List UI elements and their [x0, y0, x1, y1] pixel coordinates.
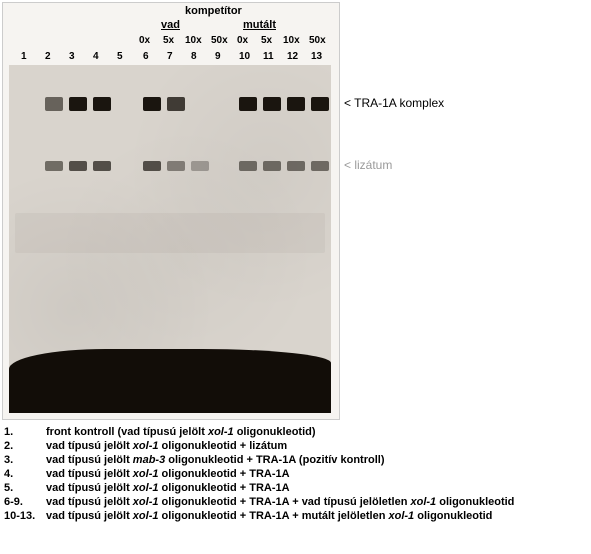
- legend-num: 6-9.: [4, 495, 46, 509]
- legend: 1.front kontroll (vad típusú jelölt xol-…: [4, 425, 514, 523]
- lane-number: 9: [215, 51, 221, 62]
- legend-text: vad típusú jelölt xol-1 oligonukleotid +…: [46, 481, 290, 495]
- legend-text: vad típusú jelölt mab-3 oligonukleotid +…: [46, 453, 384, 467]
- legend-row: 6-9.vad típusú jelölt xol-1 oligonukleot…: [4, 495, 514, 509]
- band-lysate: [191, 161, 209, 171]
- legend-num: 4.: [4, 467, 46, 481]
- complex-arrow-label: < TRA-1A komplex: [344, 96, 444, 110]
- band-complex: [45, 97, 63, 111]
- group-header-wt: vad: [161, 19, 180, 31]
- legend-row: 3.vad típusú jelölt mab-3 oligonukleotid…: [4, 453, 514, 467]
- lane-number: 8: [191, 51, 197, 62]
- competitor-header: kompetítor: [185, 5, 242, 17]
- band-lysate: [69, 161, 87, 171]
- band-complex: [167, 97, 185, 111]
- legend-row: 2.vad típusú jelölt xol-1 oligonukleotid…: [4, 439, 514, 453]
- band-lysate: [311, 161, 329, 171]
- band-complex: [143, 97, 161, 111]
- lane-number: 7: [167, 51, 173, 62]
- lane-number: 11: [263, 51, 274, 62]
- band-lysate: [263, 161, 281, 171]
- gel-image: [9, 65, 331, 413]
- figure-root: { "dims":{"w":591,"h":554}, "gel":{ "are…: [0, 0, 591, 554]
- legend-num: 10-13.: [4, 509, 46, 523]
- legend-text: vad típusú jelölt xol-1 oligonukleotid +…: [46, 467, 290, 481]
- gel-panel: kompetítor vad mutált 0x 5x 10x 50x 0x 5x 10x 5…: [2, 2, 340, 420]
- legend-row: 10-13.vad típusú jelölt xol-1 oligonukle…: [4, 509, 514, 523]
- lane-number: 10: [239, 51, 250, 62]
- legend-row: 4.vad típusú jelölt xol-1 oligonukleotid…: [4, 467, 514, 481]
- fold-label: 0x: [139, 35, 150, 46]
- fold-label: 50x: [309, 35, 326, 46]
- lane-number: 13: [311, 51, 322, 62]
- band-complex: [93, 97, 111, 111]
- lane-number: 2: [45, 51, 51, 62]
- legend-num: 3.: [4, 453, 46, 467]
- fold-label: 10x: [185, 35, 202, 46]
- lane-number: 1: [21, 51, 27, 62]
- band-complex: [263, 97, 281, 111]
- legend-text: vad típusú jelölt xol-1 oligonukleotid +…: [46, 509, 492, 523]
- lysate-arrow-label: < lizátum: [344, 158, 392, 172]
- fold-label: 5x: [261, 35, 272, 46]
- legend-num: 1.: [4, 425, 46, 439]
- legend-text: vad típusú jelölt xol-1 oligonukleotid +…: [46, 439, 287, 453]
- lane-number: 12: [287, 51, 298, 62]
- band-complex: [69, 97, 87, 111]
- lane-number: 3: [69, 51, 75, 62]
- legend-row: 1.front kontroll (vad típusú jelölt xol-…: [4, 425, 514, 439]
- legend-num: 5.: [4, 481, 46, 495]
- legend-text: front kontroll (vad típusú jelölt xol-1 …: [46, 425, 316, 439]
- legend-text: vad típusú jelölt xol-1 oligonukleotid +…: [46, 495, 514, 509]
- mid-smear: [15, 213, 325, 253]
- band-lysate: [239, 161, 257, 171]
- free-probe-front: [9, 349, 331, 413]
- band-complex: [287, 97, 305, 111]
- fold-label: 5x: [163, 35, 174, 46]
- band-lysate: [143, 161, 161, 171]
- band-complex: [311, 97, 329, 111]
- band-lysate: [167, 161, 185, 171]
- group-header-mut: mutált: [243, 19, 276, 31]
- lane-number: 5: [117, 51, 123, 62]
- band-lysate: [287, 161, 305, 171]
- band-lysate: [45, 161, 63, 171]
- fold-label: 50x: [211, 35, 228, 46]
- fold-label: 10x: [283, 35, 300, 46]
- lane-number: 4: [93, 51, 99, 62]
- fold-label: 0x: [237, 35, 248, 46]
- lane-number: 6: [143, 51, 149, 62]
- legend-row: 5.vad típusú jelölt xol-1 oligonukleotid…: [4, 481, 514, 495]
- band-complex: [239, 97, 257, 111]
- band-lysate: [93, 161, 111, 171]
- legend-num: 2.: [4, 439, 46, 453]
